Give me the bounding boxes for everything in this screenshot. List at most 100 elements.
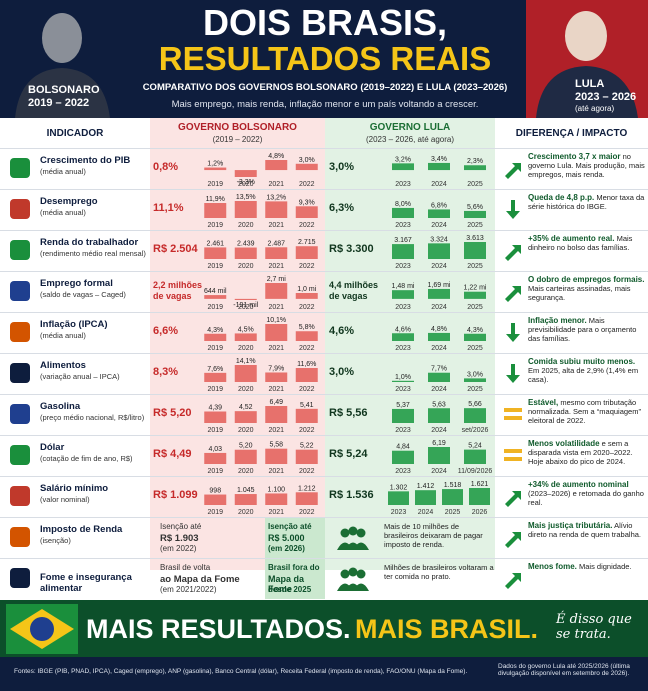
year-label: 2021 (268, 509, 284, 516)
row-separator (0, 558, 648, 559)
indicator-icon (10, 363, 30, 383)
trend-icon (505, 163, 521, 179)
bar (204, 494, 227, 505)
year-label: 2022 (299, 222, 315, 229)
person-head (348, 526, 358, 536)
lula-summary: 4,6% (329, 325, 355, 337)
impact-detail: Alívio direto na renda de quem trabalha. (528, 521, 641, 539)
value-label: 4,52 (239, 404, 253, 411)
mini-chart: 2.461 2019 2.439 2020 2.487 2021 2.715 2022 (204, 239, 318, 270)
lula-box (265, 559, 325, 599)
bar (392, 163, 414, 171)
year-label: 2022 (299, 263, 315, 270)
value-label: 5,41 (300, 402, 314, 409)
impact-title: Estável, (528, 398, 559, 407)
bolsonaro-text: Isenção até (160, 522, 202, 531)
bar (234, 449, 257, 464)
banner-slogan: É disso que se trata. (556, 612, 632, 642)
bar (295, 449, 318, 464)
mini-chart: 998 2019 1.045 2020 1.100 2021 1.212 2022 (204, 485, 318, 516)
impact-text: Mais justiça tributária. Alívio direto n… (528, 521, 646, 539)
bar (464, 210, 486, 218)
value-label: 9,3% (299, 199, 315, 206)
year-label: 2020 (238, 181, 254, 188)
year-label: 2022 (299, 509, 315, 516)
bar (392, 207, 414, 218)
equal-bar (504, 416, 522, 420)
icon-shape (10, 240, 30, 260)
icon-shape (10, 445, 30, 465)
icon-shape (10, 363, 30, 383)
mini-chart: 4,03 2019 5,20 2020 5,58 2021 5,22 2022 (204, 442, 318, 475)
indicator-icon (10, 158, 30, 178)
row-separator (0, 230, 648, 231)
lula-text: desde 2025 (268, 585, 312, 594)
bar (204, 452, 227, 464)
value-label: 3,2% (395, 156, 411, 163)
person-head (356, 569, 366, 579)
col-indicator: INDICADOR (46, 128, 104, 139)
bar (428, 288, 450, 299)
icon-shape (10, 158, 30, 178)
bar (464, 378, 486, 382)
indicator-name: Crescimento do PIB (40, 155, 131, 166)
title-line1: DOIS BRASIS, (202, 2, 448, 43)
value-label: 5,66 (468, 401, 482, 408)
year-label: set/2026 (462, 427, 489, 434)
arrow-up (505, 532, 521, 548)
trend-icon (504, 449, 522, 461)
arrow-up (505, 245, 521, 261)
impact-title: Queda de 4,8 p.p. (528, 193, 595, 202)
year-label: 2020 (238, 468, 254, 475)
icon-shape (10, 199, 30, 219)
lula-summary: R$ 3.300 (329, 243, 374, 255)
lula-note: Milhões de brasileiros voltaram a ter co… (384, 563, 494, 581)
value-label: 1.302 (390, 484, 408, 491)
impact-title: +35% de aumento real. (528, 234, 615, 243)
bar (388, 491, 409, 505)
bar (234, 201, 257, 218)
impact-title: Crescimento 3,7 x maior (528, 152, 621, 161)
arrow-up (505, 163, 521, 179)
icon-shape (10, 281, 30, 301)
value-label: 3,4% (431, 156, 447, 163)
footer-note: Dados do governo Lula até 2025/2026 (últ… (498, 663, 630, 677)
mini-chart: 1,48 mi 2023 1,69 mi 2024 1,22 mi 2025 (392, 282, 487, 311)
bar (295, 368, 318, 382)
year-label: 2023 (395, 263, 411, 270)
icon-shape (10, 568, 30, 588)
value-label: 2.487 (267, 240, 285, 247)
impact-detail: e sem a disparada vista em 2020–2022. Ho… (528, 439, 633, 466)
indicator-name: Imposto de Renda (40, 524, 123, 535)
value-label: 13,5% (236, 194, 256, 201)
bar (464, 242, 486, 259)
indicator-icon (10, 322, 30, 342)
col-bolsonaro: GOVERNO BOLSONARO (178, 122, 297, 133)
indicator-icon (10, 199, 30, 219)
year-label: 2022 (299, 181, 315, 188)
impact-text: Comida subiu muito menos. Em 2025, alta … (528, 357, 646, 384)
bar (234, 411, 257, 423)
year-label: 2025 (467, 304, 483, 311)
value-label: 5,6% (467, 204, 483, 211)
impact-text: Queda de 4,8 p.p. Menor taxa da série hi… (528, 193, 646, 211)
value-label: 644 mil (204, 288, 227, 295)
indicator-detail: (variação anual – IPCA) (40, 372, 120, 381)
bar (265, 201, 288, 218)
year-label: 2024 (431, 427, 447, 434)
impact-text: Inflação menor. Mais previsibilidade par… (528, 316, 646, 343)
value-label: 4,5% (238, 326, 254, 333)
bar (392, 244, 414, 259)
value-label: 3,0% (467, 371, 483, 378)
impact-title: Menos fome. (528, 562, 577, 571)
bar (265, 372, 288, 382)
bar (295, 331, 318, 341)
bar (428, 372, 450, 382)
year-label: 2020 (238, 263, 254, 270)
year-label: 2019 (207, 427, 223, 434)
value-label: 3.613 (466, 235, 484, 242)
bolsonaro-summary: R$ 4,49 (153, 448, 192, 460)
indicator-icon (10, 281, 30, 301)
lula-text: R$ 5.000 (268, 533, 305, 543)
bar (295, 292, 318, 299)
